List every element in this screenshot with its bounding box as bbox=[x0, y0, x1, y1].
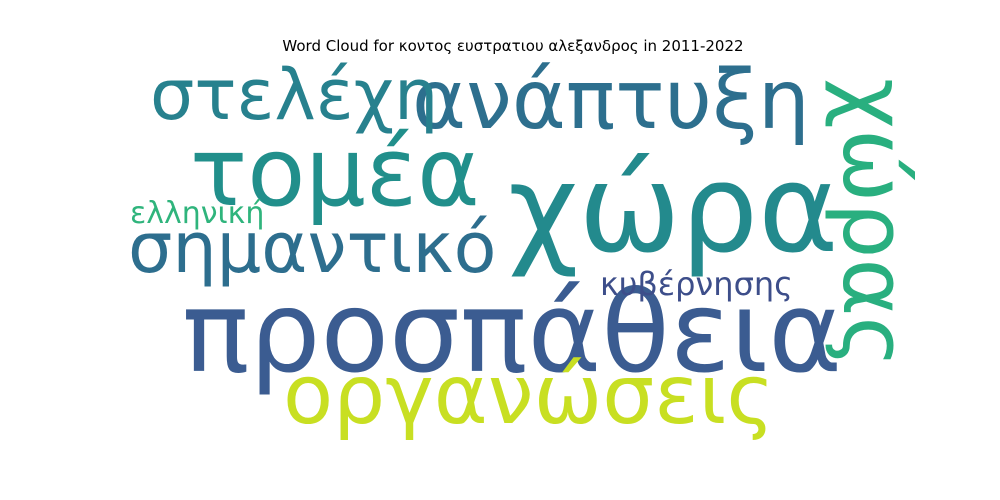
word-xwra: χώρα bbox=[508, 138, 839, 280]
word-anaptyxi: ανάπτυξη bbox=[412, 53, 810, 148]
word-xwras: χώρας bbox=[823, 78, 926, 369]
word-prospatheia: προσπάθεια bbox=[182, 268, 843, 398]
word-stelexh: στελέχη bbox=[150, 54, 439, 136]
chart-title: Word Cloud for κοντος ευστρατιου αλεξανδ… bbox=[282, 37, 744, 55]
word-shmantiko: σημαντικό bbox=[128, 207, 497, 289]
word-tomea: τομέα bbox=[190, 118, 480, 228]
word-organwseis: οργανώσεις bbox=[283, 348, 775, 443]
word-kyvernhshs: κυβέρνησης bbox=[600, 265, 793, 303]
word-ellhnikh: ελληνική bbox=[130, 196, 265, 231]
